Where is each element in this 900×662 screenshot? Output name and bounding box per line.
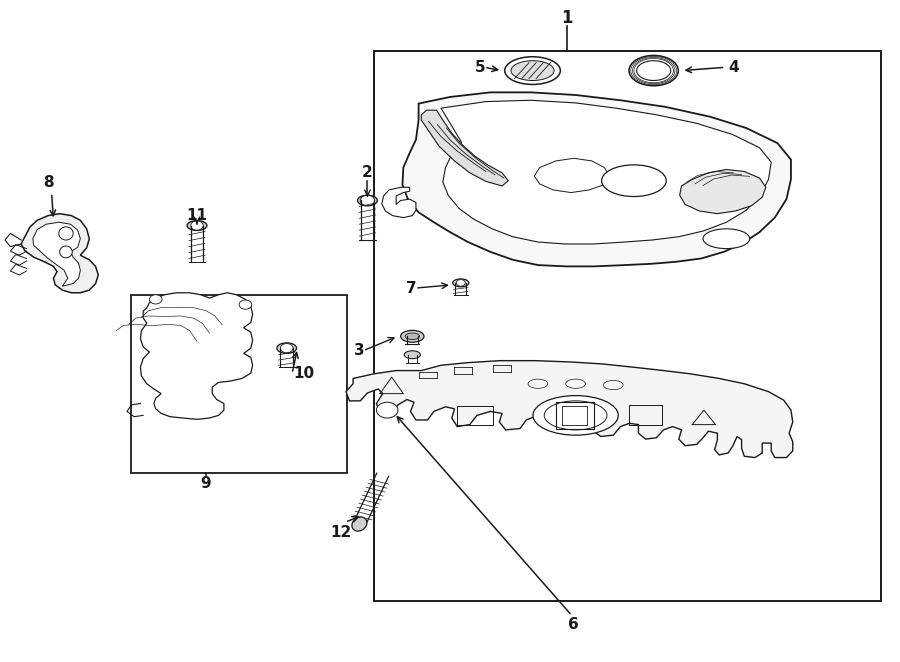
Text: 5: 5	[475, 60, 486, 75]
Bar	[131, 295, 346, 473]
Ellipse shape	[544, 401, 607, 430]
Ellipse shape	[505, 57, 561, 85]
Circle shape	[360, 195, 374, 206]
Polygon shape	[421, 110, 508, 186]
Polygon shape	[441, 100, 771, 244]
Text: 10: 10	[293, 366, 314, 381]
Polygon shape	[140, 293, 253, 419]
Ellipse shape	[703, 229, 750, 249]
Ellipse shape	[404, 351, 420, 359]
Polygon shape	[346, 361, 793, 457]
Polygon shape	[680, 169, 766, 214]
Text: 4: 4	[728, 60, 739, 75]
Circle shape	[191, 221, 203, 230]
Circle shape	[376, 402, 398, 418]
Ellipse shape	[277, 343, 297, 354]
Circle shape	[239, 300, 252, 309]
Ellipse shape	[405, 333, 419, 340]
Polygon shape	[402, 93, 791, 266]
Bar	[374, 51, 881, 601]
Polygon shape	[535, 158, 609, 193]
Circle shape	[149, 295, 162, 304]
Text: 8: 8	[42, 175, 53, 190]
Text: 2: 2	[362, 166, 373, 180]
Ellipse shape	[357, 195, 377, 206]
Polygon shape	[32, 222, 80, 286]
Ellipse shape	[453, 279, 469, 287]
Text: 1: 1	[561, 9, 572, 27]
Ellipse shape	[533, 396, 618, 435]
Ellipse shape	[636, 61, 670, 81]
Text: 12: 12	[330, 524, 351, 540]
Ellipse shape	[511, 61, 554, 81]
Ellipse shape	[59, 246, 72, 258]
Circle shape	[281, 344, 293, 353]
Ellipse shape	[400, 330, 424, 342]
Text: 6: 6	[569, 617, 580, 632]
Ellipse shape	[601, 165, 666, 197]
Ellipse shape	[352, 517, 367, 531]
Circle shape	[456, 279, 465, 286]
Ellipse shape	[187, 220, 207, 230]
Polygon shape	[21, 214, 98, 293]
Ellipse shape	[629, 56, 679, 86]
Ellipse shape	[58, 227, 73, 240]
Text: 3: 3	[354, 344, 364, 358]
Polygon shape	[382, 187, 416, 218]
Text: 11: 11	[186, 208, 208, 223]
Text: 7: 7	[406, 281, 417, 296]
Text: 9: 9	[201, 477, 212, 491]
